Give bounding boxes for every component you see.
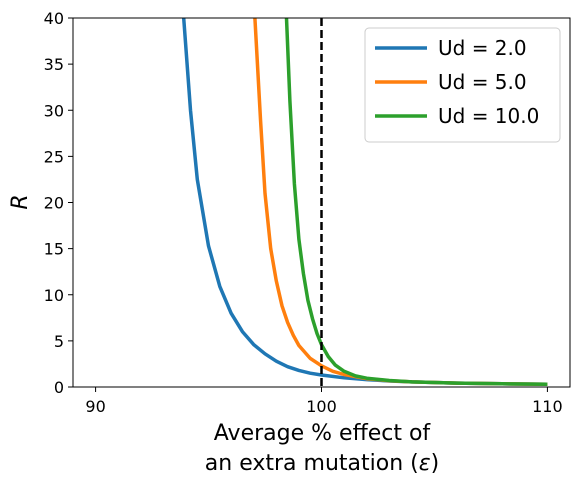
y-tick-label: 20 [44,194,64,213]
legend: Ud = 2.0 Ud = 5.0 Ud = 10.0 [364,27,561,143]
y-tick-label: 25 [44,147,64,166]
y-tick-label: 30 [44,101,64,120]
legend-label-2: Ud = 5.0 [438,70,527,94]
x-tick-label: 90 [85,397,105,416]
y-tick-label: 40 [44,9,64,28]
y-tick-label: 5 [54,332,64,351]
epsilon-symbol: ε [419,451,431,476]
series-line-3 [284,18,548,386]
x-axis-label-line1: Average % effect of [214,421,432,446]
legend-label-1: Ud = 2.0 [438,36,527,60]
x-axis-label-prefix: an extra mutation ( [205,451,419,476]
y-tick-label: 10 [44,286,64,305]
x-axis-label-suffix: ) [431,451,440,476]
y-tick-label: 15 [44,240,64,259]
y-tick-label: 0 [54,378,64,397]
x-tick-label: 100 [306,397,337,416]
y-tick-label: 35 [44,55,64,74]
legend-box [364,27,561,143]
y-axis-label: R [8,194,33,209]
x-axis-label-line2: an extra mutation (ε) [205,451,439,476]
x-tick-label: 110 [532,397,563,416]
legend-label-3: Ud = 10.0 [438,104,539,128]
